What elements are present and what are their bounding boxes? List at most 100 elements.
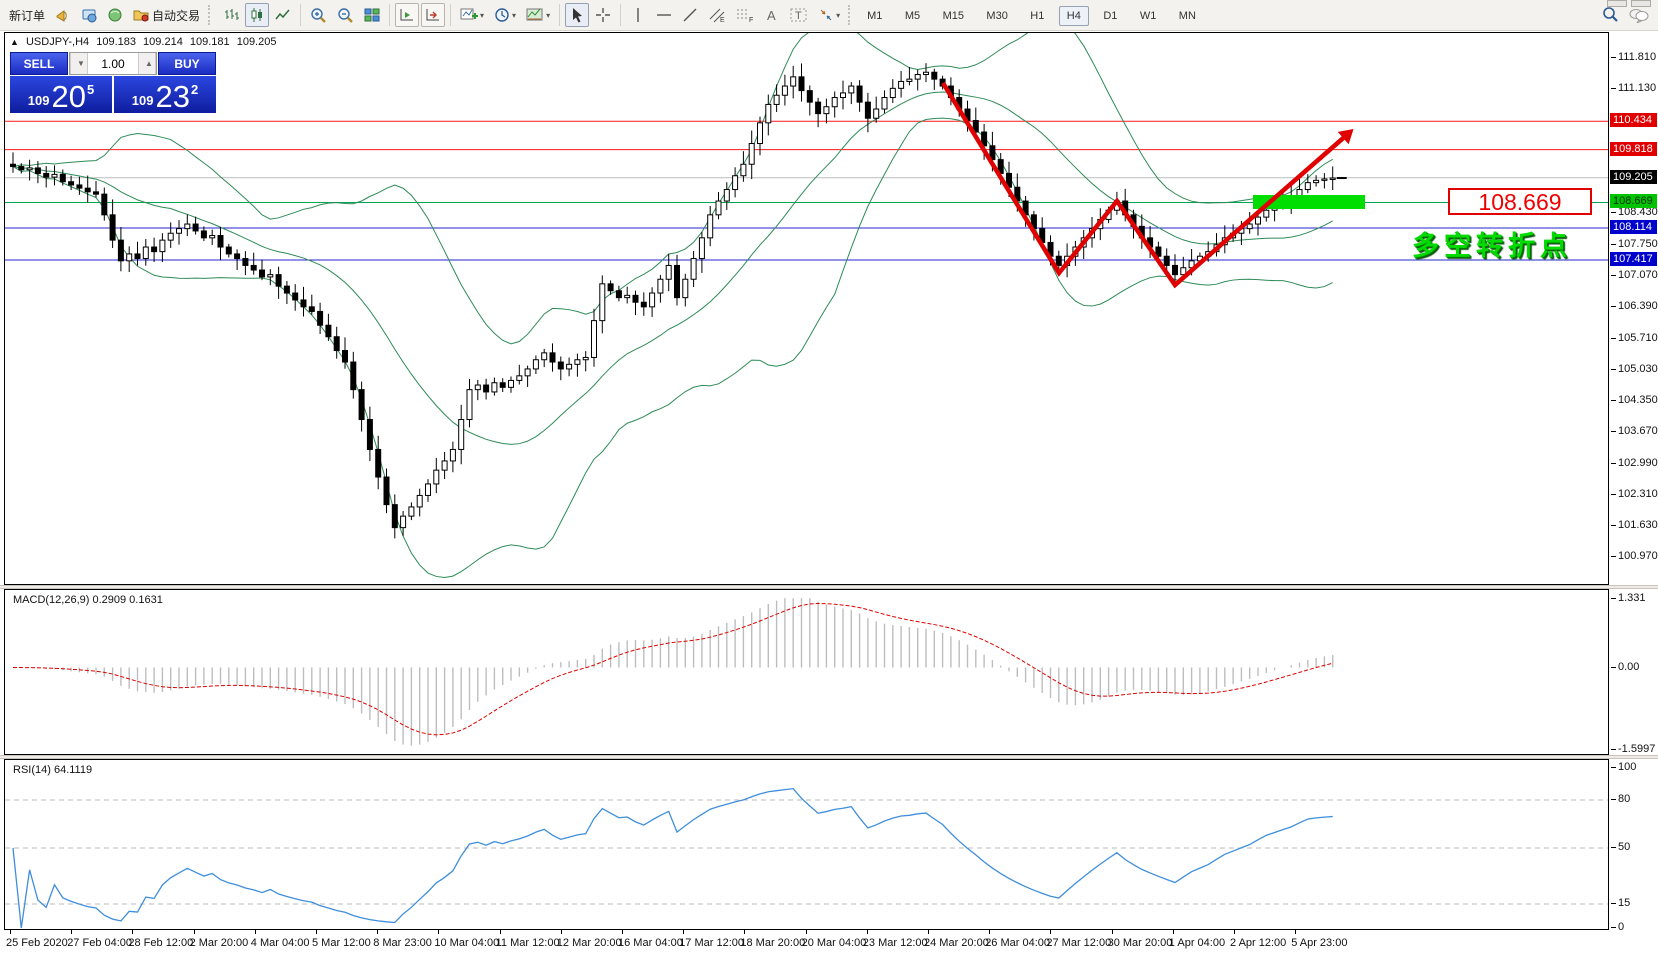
fibonacci-tool-button[interactable]: F — [732, 3, 758, 27]
tf-mn-button[interactable]: MN — [1178, 10, 1196, 22]
time-tick-label: 11 Mar 12:00 — [495, 937, 560, 949]
one-click-trading-panel: SELL ▼ ▲ BUY 109 20 5 109 23 2 — [10, 52, 216, 113]
time-tick-label: 2 Mar 20:00 — [189, 937, 249, 949]
rsi-tick-label: 100 — [1610, 761, 1637, 773]
time-tick-label: 30 Mar 20:00 — [1107, 937, 1173, 949]
rsi-axis: 100 80 50 15 0 — [1610, 759, 1658, 933]
tf-h4-button[interactable]: H4 — [1058, 6, 1089, 26]
periods-button[interactable]: ▾ — [490, 3, 520, 27]
sell-price-big: 20 — [51, 79, 86, 114]
collapse-triangle-icon[interactable]: ▲ — [10, 37, 19, 47]
macd-axis: 1.331 0.00 -1.5997 — [1610, 589, 1658, 755]
volume-decrease-button[interactable]: ▼ — [70, 53, 88, 74]
turning-point-annotation[interactable]: 多空转折点 — [1412, 231, 1572, 261]
price-chart-canvas[interactable] — [5, 33, 1608, 584]
text-tool-button[interactable]: A — [760, 3, 784, 27]
periods-caret-icon: ▾ — [512, 10, 517, 20]
candlestick-chart-type-button[interactable] — [245, 3, 270, 27]
bollinger-upper-band — [12, 33, 1333, 345]
tf-w1-button[interactable]: W1 — [1139, 10, 1157, 22]
market-watch-icon[interactable] — [77, 3, 101, 27]
arrows-tool-button[interactable]: ▾ — [814, 3, 844, 27]
window-restore-button[interactable] — [1607, 0, 1627, 7]
macd-histogram — [20, 598, 1334, 746]
price-tick-label: 108.430 — [1611, 206, 1658, 219]
price-axis: 111.810111.130109.110108.430107.750107.0… — [1610, 32, 1658, 585]
price-tick-label: 105.030 — [1611, 362, 1658, 375]
time-tick-mark — [377, 930, 379, 934]
svg-text:T: T — [795, 10, 802, 22]
crosshair-tool-button[interactable] — [591, 3, 615, 27]
macd-signal-line — [12, 603, 1333, 736]
time-tick-label: 27 Mar 12:00 — [1046, 937, 1112, 949]
price-tick-label: 103.670 — [1611, 425, 1658, 438]
time-tick-mark — [1111, 930, 1113, 934]
chart-shift-button[interactable] — [421, 3, 446, 27]
bar-chart-type-button[interactable] — [219, 3, 243, 27]
macd-panel[interactable]: MACD(12,26,9) 0.2909 0.1631 — [4, 589, 1609, 755]
price-chart-panel[interactable] — [4, 32, 1609, 585]
new-order-button[interactable]: 新订单 — [5, 3, 49, 27]
tf-m5-button[interactable]: M5 — [904, 10, 921, 22]
trendline-tool-button[interactable] — [678, 3, 702, 27]
tf-m30-button[interactable]: M30 — [986, 10, 1008, 22]
line-chart-type-button[interactable] — [271, 3, 295, 27]
search-button[interactable] — [1597, 3, 1623, 27]
rsi-panel[interactable]: RSI(14) 64.1119 — [4, 759, 1609, 930]
tile-windows-button[interactable] — [360, 3, 384, 27]
auto-scroll-button[interactable] — [395, 3, 420, 27]
tf-m1-button[interactable]: M1 — [867, 10, 883, 22]
vertical-line-tool-button[interactable] — [626, 3, 650, 27]
autotrading-button[interactable]: 自动交易 — [129, 3, 204, 27]
time-tick-mark — [499, 930, 501, 934]
equidistant-channel-tool-button[interactable]: E — [704, 3, 730, 27]
price-level-tag: 108.669 — [1610, 194, 1657, 209]
buy-price-main: 109 — [131, 93, 154, 108]
tf-h1-button[interactable]: H1 — [1030, 10, 1045, 22]
time-tick-mark — [132, 930, 134, 934]
macd-canvas[interactable] — [5, 590, 1608, 754]
templates-button[interactable]: ▾ — [522, 3, 554, 27]
horizontal-line-tool-button[interactable] — [652, 3, 676, 27]
indicators-button[interactable]: ▾ — [456, 3, 488, 27]
tf-m15-button[interactable]: M15 — [942, 10, 964, 22]
cursor-tool-button[interactable] — [565, 3, 590, 27]
svg-text:F: F — [749, 17, 753, 23]
price-tick-label: 107.070 — [1611, 269, 1658, 282]
price-annotation-box[interactable]: 108.669 — [1448, 188, 1592, 215]
rsi-line — [12, 787, 1333, 929]
buy-quote-button[interactable]: 109 23 2 — [114, 76, 216, 113]
price-level-tag: 109.205 — [1610, 169, 1657, 184]
volume-input[interactable] — [88, 53, 138, 74]
trend-zigzag-line — [941, 81, 1351, 289]
time-tick-mark — [71, 930, 73, 934]
zoom-in-button[interactable] — [306, 3, 331, 27]
bollinger-lower-band — [12, 117, 1333, 579]
navigator-icon[interactable] — [103, 3, 127, 27]
time-axis[interactable]: 25 Feb 2020 27 Feb 04:00 28 Feb 12:00 2 Mar… — [4, 930, 1609, 954]
volume-increase-button[interactable]: ▲ — [138, 53, 156, 74]
sell-quote-button[interactable]: 109 20 5 — [10, 76, 112, 113]
chat-button[interactable] — [1625, 3, 1653, 27]
time-tick-mark — [1295, 930, 1297, 934]
time-tick-mark — [1234, 930, 1235, 934]
panel-splitter[interactable] — [0, 585, 1658, 589]
panel-splitter[interactable] — [0, 755, 1658, 759]
time-tick-mark — [928, 930, 929, 934]
rsi-tick-label: 50 — [1610, 841, 1631, 853]
rsi-canvas[interactable] — [5, 760, 1608, 929]
alerts-horn-icon[interactable] — [51, 3, 75, 27]
ohlc-low: 109.181 — [189, 36, 230, 48]
window-close-button[interactable] — [1631, 0, 1651, 7]
time-tick-label: 25 Feb 2020 — [6, 937, 68, 949]
time-tick-label: 2 Apr 12:00 — [1230, 937, 1287, 949]
text-label-tool-button[interactable]: T — [786, 3, 812, 27]
time-tick-label: 23 Mar 12:00 — [862, 937, 928, 949]
sell-button[interactable]: SELL — [10, 52, 68, 75]
buy-button[interactable]: BUY — [158, 52, 216, 75]
tf-d1-button[interactable]: D1 — [1103, 10, 1118, 22]
price-level-tag: 107.417 — [1610, 252, 1657, 267]
time-tick-mark — [193, 930, 195, 934]
zoom-out-button[interactable] — [333, 3, 358, 27]
time-tick-mark — [1172, 930, 1174, 934]
